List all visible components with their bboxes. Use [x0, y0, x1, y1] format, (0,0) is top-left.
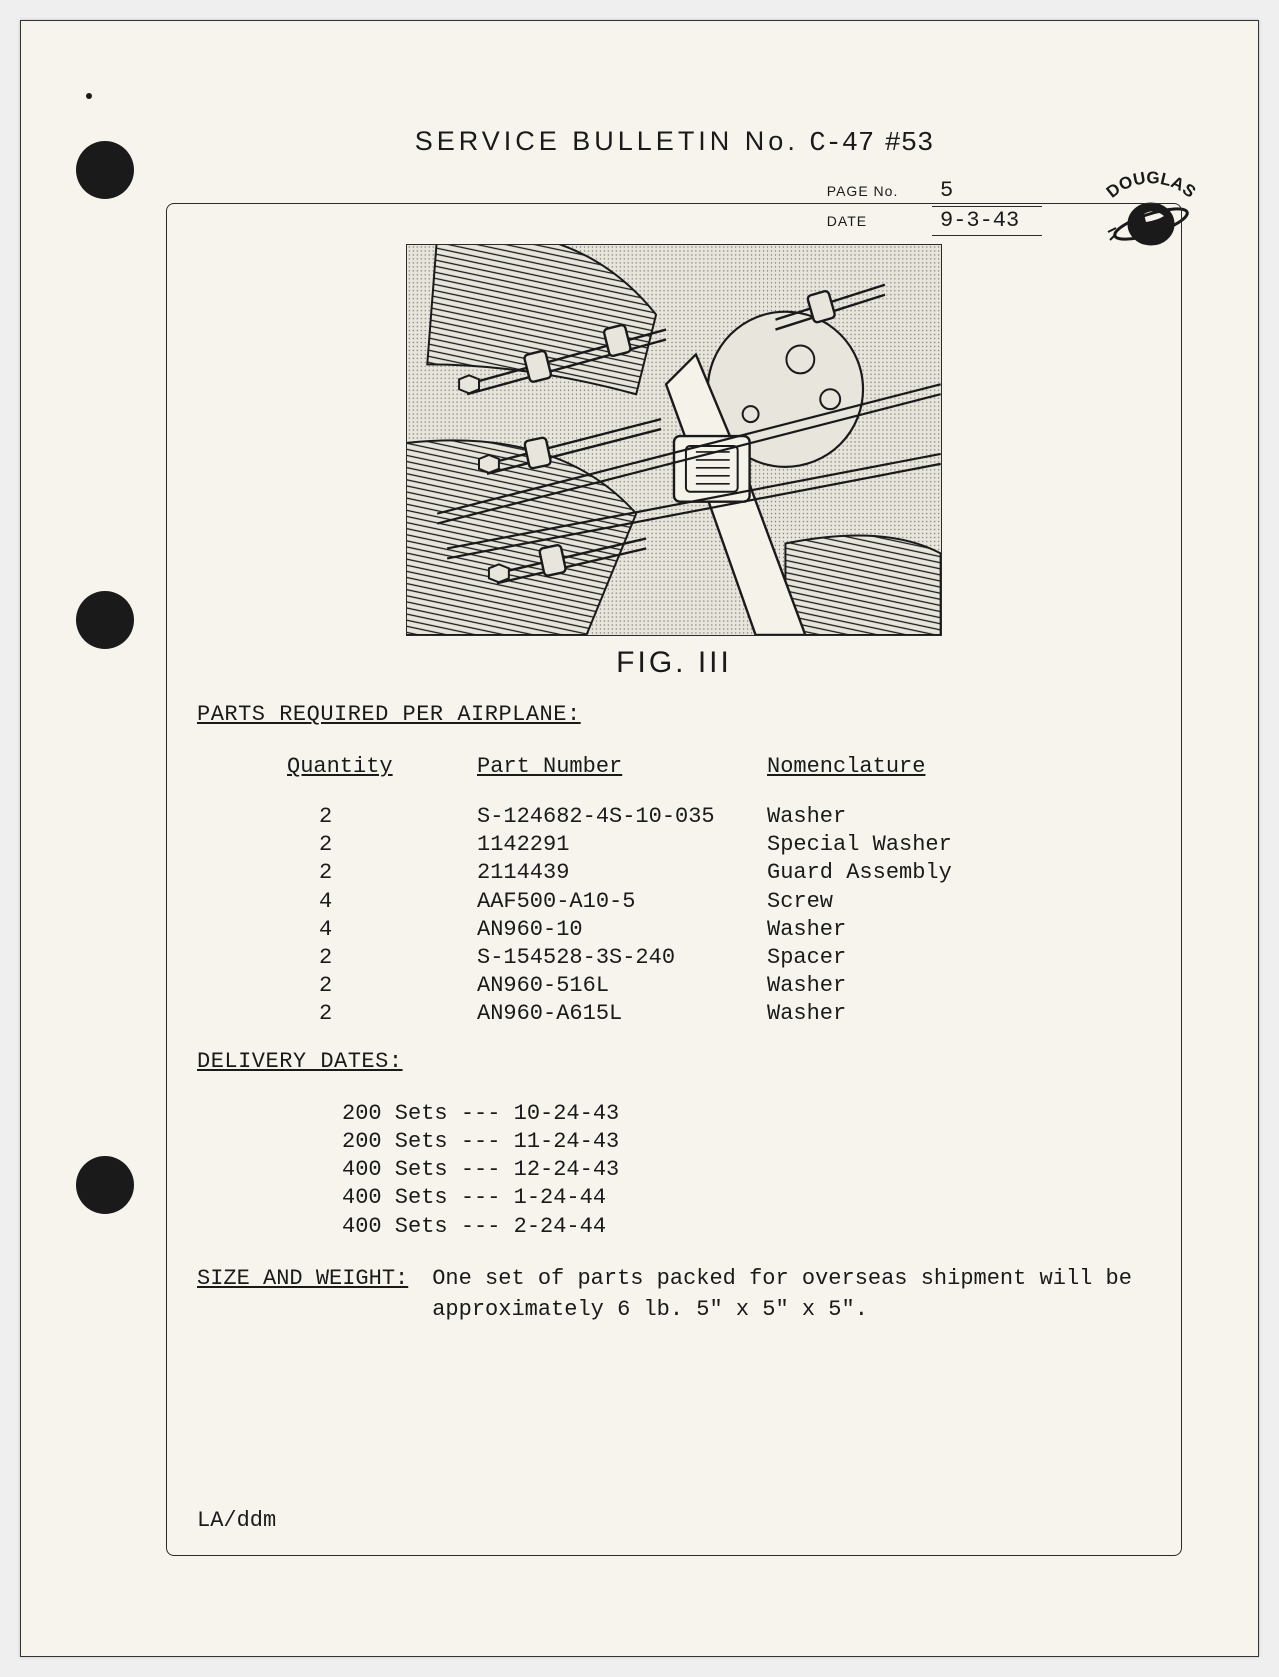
page: SERVICE BULLETIN No. C-47 #53 PAGE No. 5…	[20, 20, 1259, 1657]
punch-hole-top	[76, 141, 134, 199]
figure-illustration	[407, 245, 941, 635]
svg-text:DOUGLAS: DOUGLAS	[1103, 168, 1200, 201]
col-header-quantity: Quantity	[287, 753, 477, 781]
cell-part-number: AN960-A615L	[477, 1000, 767, 1028]
table-row: 4AN960-10Washer	[287, 916, 1151, 944]
cell-nomenclature: Washer	[767, 972, 1151, 1000]
cell-quantity: 2	[287, 1000, 477, 1028]
cell-part-number: AAF500-A10-5	[477, 888, 767, 916]
delivery-section: DELIVERY DATES: 200 Sets --- 10-24-43200…	[197, 1049, 1151, 1241]
parts-section: PARTS REQUIRED PER AIRPLANE: Quantity Pa…	[197, 702, 1151, 1028]
delivery-list: 200 Sets --- 10-24-43200 Sets --- 11-24-…	[197, 1100, 1151, 1241]
punch-hole-middle	[76, 591, 134, 649]
figure-caption: FIG. III	[616, 646, 732, 680]
figure-box	[406, 244, 942, 636]
content-frame: FIG. III PARTS REQUIRED PER AIRPLANE: Qu…	[166, 203, 1182, 1556]
table-row: 21142291Special Washer	[287, 831, 1151, 859]
cell-nomenclature: Washer	[767, 803, 1151, 831]
cell-quantity: 4	[287, 888, 477, 916]
parts-table: Quantity Part Number Nomenclature 2S-124…	[197, 753, 1151, 1028]
parts-header-row: Quantity Part Number Nomenclature	[287, 753, 1151, 781]
page-no-label: PAGE No.	[827, 182, 922, 200]
col-header-part-number: Part Number	[477, 753, 767, 781]
title-label: SERVICE BULLETIN No.	[415, 126, 799, 156]
table-row: 22114439Guard Assembly	[287, 859, 1151, 887]
cell-quantity: 2	[287, 972, 477, 1000]
parts-body: 2S-124682-4S-10-035Washer21142291Special…	[287, 803, 1151, 1028]
cell-part-number: S-154528-3S-240	[477, 944, 767, 972]
footer-initials: LA/ddm	[197, 1508, 276, 1533]
delivery-heading: DELIVERY DATES:	[197, 1049, 1151, 1074]
size-section: SIZE AND WEIGHT: One set of parts packed…	[197, 1264, 1151, 1326]
cell-nomenclature: Guard Assembly	[767, 859, 1151, 887]
list-item: 400 Sets --- 1-24-44	[342, 1184, 1151, 1212]
cell-nomenclature: Screw	[767, 888, 1151, 916]
col-header-nomenclature: Nomenclature	[767, 753, 1151, 781]
list-item: 200 Sets --- 11-24-43	[342, 1128, 1151, 1156]
cell-part-number: AN960-516L	[477, 972, 767, 1000]
table-row: 4AAF500-A10-5Screw	[287, 888, 1151, 916]
parts-heading: PARTS REQUIRED PER AIRPLANE:	[197, 702, 1151, 727]
punch-hole-bottom	[76, 1156, 134, 1214]
cell-part-number: 1142291	[477, 831, 767, 859]
cell-quantity: 4	[287, 916, 477, 944]
cell-quantity: 2	[287, 831, 477, 859]
title-prefix: C-47	[809, 129, 874, 159]
cell-nomenclature: Washer	[767, 916, 1151, 944]
list-item: 400 Sets --- 2-24-44	[342, 1213, 1151, 1241]
logo-text: DOUGLAS	[1103, 168, 1200, 201]
cell-part-number: 2114439	[477, 859, 767, 887]
cell-part-number: AN960-10	[477, 916, 767, 944]
cell-nomenclature: Special Washer	[767, 831, 1151, 859]
cell-quantity: 2	[287, 803, 477, 831]
table-row: 2S-124682-4S-10-035Washer	[287, 803, 1151, 831]
table-row: 2AN960-516LWasher	[287, 972, 1151, 1000]
cell-nomenclature: Washer	[767, 1000, 1151, 1028]
cell-part-number: S-124682-4S-10-035	[477, 803, 767, 831]
table-row: 2S-154528-3S-240Spacer	[287, 944, 1151, 972]
cell-quantity: 2	[287, 944, 477, 972]
size-body: One set of parts packed for overseas shi…	[432, 1264, 1151, 1326]
list-item: 200 Sets --- 10-24-43	[342, 1100, 1151, 1128]
cell-nomenclature: Spacer	[767, 944, 1151, 972]
title-number: #53	[885, 129, 934, 159]
scan-artifact-dot	[86, 93, 92, 99]
list-item: 400 Sets --- 12-24-43	[342, 1156, 1151, 1184]
cell-quantity: 2	[287, 859, 477, 887]
size-heading: SIZE AND WEIGHT:	[197, 1264, 408, 1326]
table-row: 2AN960-A615LWasher	[287, 1000, 1151, 1028]
bulletin-title: SERVICE BULLETIN No. C-47 #53	[166, 126, 1182, 159]
